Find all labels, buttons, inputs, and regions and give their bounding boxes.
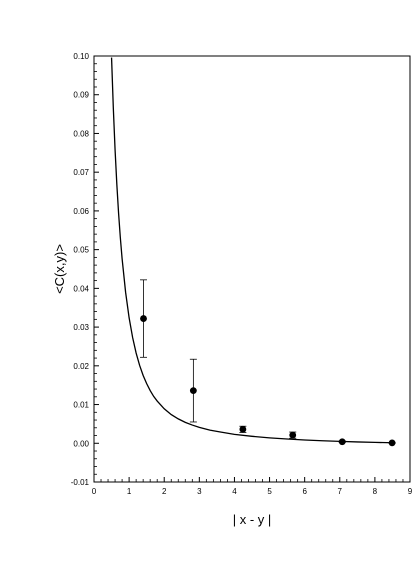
y-tick-label: 0.00 [73, 439, 89, 448]
y-tick-label: 0.09 [73, 91, 89, 100]
y-tick-label: 0.10 [73, 52, 89, 61]
y-tick-label: 0.06 [73, 207, 89, 216]
x-tick-label: 4 [232, 487, 237, 496]
data-point [140, 315, 147, 322]
data-point [338, 438, 346, 446]
x-tick-label: 5 [267, 487, 272, 496]
y-axis-title: <C(x,y)> [52, 244, 67, 294]
x-tick-label: 9 [408, 487, 413, 496]
y-tick-label: 0.05 [73, 246, 89, 255]
x-tick-label: 1 [127, 487, 132, 496]
x-tick-label: 8 [373, 487, 378, 496]
x-tick-label: 7 [338, 487, 343, 496]
curve-layer [110, 57, 393, 444]
points-layer [140, 279, 396, 447]
x-tick-label: 6 [302, 487, 307, 496]
data-point [189, 387, 197, 395]
y-tick-label: 0.08 [73, 129, 89, 138]
y-tick-label: 0.07 [73, 168, 89, 177]
y-tick-label: -0.01 [71, 478, 90, 487]
y-tick-label: 0.02 [73, 362, 89, 371]
plot-frame [93, 55, 411, 483]
y-tick-label: 0.01 [73, 401, 89, 410]
fit-curve [110, 57, 393, 444]
x-axis-title: | x - y | [233, 512, 272, 527]
y-tick-label: 0.04 [73, 284, 89, 293]
data-point [239, 425, 247, 433]
x-tick-label: 0 [92, 487, 97, 496]
x-tick-label: 2 [162, 487, 167, 496]
data-point [388, 439, 396, 447]
data-point [289, 431, 297, 439]
x-tick-label: 3 [197, 487, 202, 496]
y-tick-label: 0.03 [73, 323, 89, 332]
